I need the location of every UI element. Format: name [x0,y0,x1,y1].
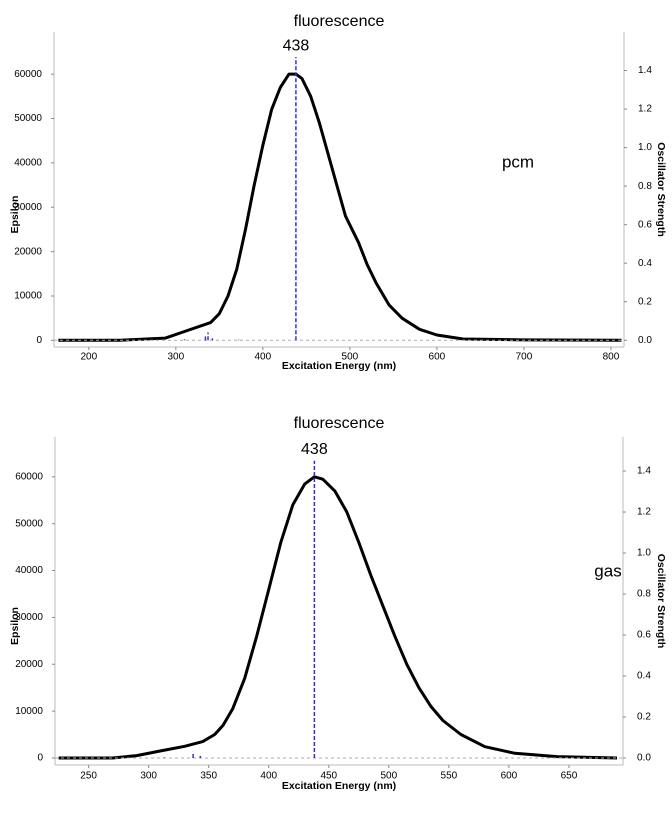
y-tick-label: 10000 [15,706,43,717]
x-tick-label: 450 [320,771,337,782]
y-tick-label: 30000 [14,202,42,213]
x-tick-label: 500 [380,771,397,782]
x-tick-label: 600 [429,352,446,363]
x-tick-label: 250 [80,771,97,782]
x-tick-label: 650 [561,771,578,782]
y2-tick-label: 0.4 [638,258,652,269]
x-tick-label: 300 [167,352,184,363]
y2-axis-label: Oscillator Strength [655,142,667,237]
y2-tick-label: 0.2 [638,296,652,307]
y-tick-label: 60000 [14,69,42,80]
x-tick-label: 350 [200,771,217,782]
x-tick-label: 400 [260,771,277,782]
peak-label: 438 [283,37,310,54]
y2-tick-label: 0.6 [638,219,652,230]
y-tick-label: 40000 [14,158,42,169]
x-tick-label: 800 [603,352,620,363]
y2-tick-label: 0.6 [637,630,651,641]
annotation: pcm [502,152,534,171]
x-tick-label: 550 [441,771,458,782]
x-tick-label: 600 [501,771,518,782]
y-tick-label: 0 [36,335,42,346]
y-tick-label: 40000 [15,565,43,576]
chart-title: fluorescence [294,13,385,30]
y2-tick-label: 0.8 [638,181,652,192]
y-tick-label: 50000 [14,113,42,124]
y2-axis-label: Oscillator Strength [655,554,667,649]
y-tick-label: 0 [37,753,43,764]
y2-tick-label: 1.4 [637,466,651,477]
x-tick-label: 400 [255,352,272,363]
y-tick-label: 50000 [15,518,43,529]
y2-tick-label: 1.2 [638,104,652,115]
y-axis-label: Epsilon [9,196,21,234]
y-axis-label: Epsilon [9,607,21,645]
peak-label: 438 [301,441,328,458]
spectrum-line [58,72,622,342]
annotation: gas [594,561,621,580]
y2-tick-label: 1.0 [638,142,652,153]
y-tick-label: 20000 [15,659,43,670]
y2-tick-label: 0.2 [637,712,651,723]
y2-tick-label: 0.0 [637,753,651,764]
y2-tick-label: 0.4 [637,671,651,682]
y-tick-label: 10000 [14,291,42,302]
y2-tick-label: 1.0 [637,548,651,559]
x-tick-label: 300 [140,771,157,782]
chart-title: fluorescence [294,415,385,432]
spectrum-line [58,475,618,760]
y-tick-label: 30000 [15,612,43,623]
y2-tick-label: 1.4 [638,65,652,76]
y-tick-label: 60000 [15,471,43,482]
x-tick-label: 700 [516,352,533,363]
y2-tick-label: 0.0 [638,335,652,346]
y2-tick-label: 0.8 [637,589,651,600]
x-tick-label: 500 [342,352,359,363]
x-axis-label: Excitation Energy (nm) [282,780,396,792]
y2-tick-label: 1.2 [637,507,651,518]
y-tick-label: 20000 [14,246,42,257]
x-axis-label: Excitation Energy (nm) [282,360,396,372]
x-tick-label: 200 [80,352,97,363]
